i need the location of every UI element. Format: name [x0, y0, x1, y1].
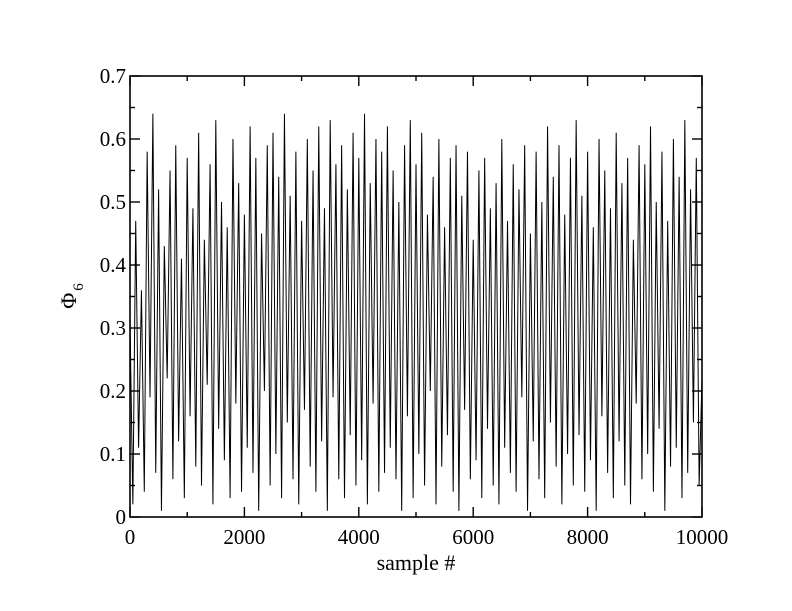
y-axis-label: Φ6 — [56, 283, 87, 309]
plot-series — [129, 113, 703, 511]
series-line-0 — [129, 113, 703, 511]
y-tick-label: 0.2 — [100, 379, 126, 403]
y-tick-label: 0.7 — [100, 64, 126, 88]
x-axis-ticks: 0 2000 4000 6000 8000 10000 — [125, 76, 729, 549]
y-axis-label-text: Φ6 — [56, 283, 87, 309]
x-tick-label: 6000 — [452, 525, 494, 549]
y-axis-label-symbol: Φ — [56, 293, 81, 309]
x-axis-label: sample # — [377, 550, 456, 575]
y-tick-label: 0.6 — [100, 127, 126, 151]
y-tick-label: 0.4 — [100, 253, 127, 277]
y-tick-label: 0.3 — [100, 316, 126, 340]
x-tick-label: 8000 — [567, 525, 609, 549]
y-axis-label-subscript: 6 — [71, 283, 87, 291]
x-tick-label: 4000 — [338, 525, 380, 549]
y-axis-ticks: 0 0.1 0.2 0.3 0.4 0.5 0.6 0.7 — [100, 64, 702, 529]
y-tick-label: 0 — [116, 505, 127, 529]
x-tick-label: 0 — [125, 525, 136, 549]
y-tick-label: 0.1 — [100, 442, 126, 466]
y-tick-label: 0.5 — [100, 190, 126, 214]
x-tick-label: 2000 — [223, 525, 265, 549]
x-tick-label: 10000 — [676, 525, 729, 549]
